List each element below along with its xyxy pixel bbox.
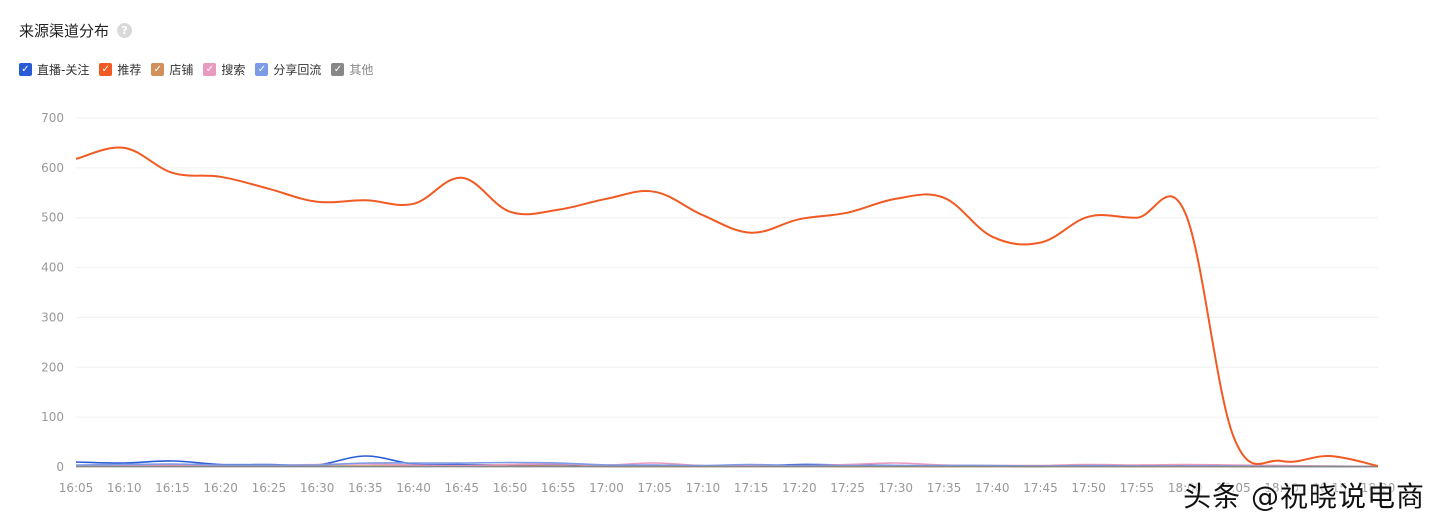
x-tick-label: 17:00 bbox=[589, 481, 624, 495]
checkbox-icon[interactable]: ✓ bbox=[203, 63, 217, 76]
x-tick-label: 17:15 bbox=[734, 481, 769, 495]
y-tick-label: 300 bbox=[41, 310, 64, 324]
x-tick-label: 17:45 bbox=[1023, 481, 1058, 495]
x-tick-label: 17:50 bbox=[1071, 481, 1106, 495]
x-tick-label: 16:30 bbox=[300, 481, 335, 495]
legend-item-other[interactable]: ✓ 其他 bbox=[331, 61, 373, 78]
x-tick-label: 17:55 bbox=[1120, 481, 1155, 495]
x-tick-label: 16:40 bbox=[396, 481, 431, 495]
legend-label: 店铺 bbox=[169, 63, 194, 77]
x-tick-label: 18:05 bbox=[1216, 481, 1251, 495]
legend-item-recommend[interactable]: ✓ 推荐 bbox=[99, 61, 141, 78]
x-tick-label: 16:45 bbox=[444, 481, 479, 495]
x-tick-label: 18:10 bbox=[1264, 481, 1299, 495]
y-tick-label: 700 bbox=[41, 111, 64, 125]
chart-header: 来源渠道分布 ? bbox=[19, 18, 133, 42]
x-tick-label: 17:35 bbox=[927, 481, 962, 495]
x-tick-label: 16:50 bbox=[493, 481, 528, 495]
y-tick-label: 500 bbox=[41, 211, 64, 225]
x-tick-label: 17:05 bbox=[637, 481, 672, 495]
y-tick-label: 100 bbox=[41, 410, 64, 424]
x-tick-label: 16:10 bbox=[107, 481, 142, 495]
checkbox-icon[interactable]: ✓ bbox=[151, 63, 165, 76]
legend-item-search[interactable]: ✓ 搜索 bbox=[203, 61, 245, 78]
x-tick-label: 16:55 bbox=[541, 481, 576, 495]
x-tick-label: 17:10 bbox=[686, 481, 721, 495]
x-tick-label: 16:25 bbox=[252, 481, 287, 495]
x-tick-label: 18:00 bbox=[1168, 481, 1203, 495]
legend-item-live-follow[interactable]: ✓ 直播-关注 bbox=[19, 61, 89, 78]
x-tick-label: 16:05 bbox=[59, 481, 94, 495]
chart-title: 来源渠道分布 bbox=[19, 21, 110, 40]
legend-label: 分享回流 bbox=[273, 63, 322, 77]
x-tick-label: 18:15 bbox=[1312, 481, 1347, 495]
x-tick-label: 17:20 bbox=[782, 481, 817, 495]
checkbox-icon[interactable]: ✓ bbox=[255, 63, 269, 76]
legend-label: 推荐 bbox=[117, 63, 142, 77]
question-circle-icon[interactable]: ? bbox=[117, 22, 133, 38]
watermark-text: 头条 @祝晓说电商 bbox=[1183, 480, 1425, 513]
x-tick-label: 16:20 bbox=[203, 481, 238, 495]
y-tick-label: 200 bbox=[41, 360, 64, 374]
checkbox-icon[interactable]: ✓ bbox=[19, 63, 32, 76]
legend-label: 其他 bbox=[349, 63, 374, 77]
x-tick-label: 16:15 bbox=[155, 481, 190, 495]
x-tick-label: 18:20 bbox=[1361, 481, 1396, 495]
checkbox-icon[interactable]: ✓ bbox=[99, 63, 113, 76]
y-tick-label: 600 bbox=[41, 161, 64, 175]
legend-item-store[interactable]: ✓ 店铺 bbox=[151, 61, 193, 78]
x-tick-label: 17:30 bbox=[878, 481, 913, 495]
y-tick-label: 400 bbox=[41, 261, 64, 275]
y-tick-label: 0 bbox=[56, 460, 64, 474]
x-tick-label: 17:25 bbox=[830, 481, 865, 495]
series-line-1 bbox=[75, 146, 1379, 467]
legend-label: 直播-关注 bbox=[37, 63, 90, 77]
x-tick-label: 16:35 bbox=[348, 481, 383, 495]
chart-legend: ✓ 直播-关注 ✓ 推荐 ✓ 店铺 ✓ 搜索 ✓ 分享回流 ✓ 其他 bbox=[19, 61, 383, 78]
legend-item-share-return[interactable]: ✓ 分享回流 bbox=[255, 61, 321, 78]
checkbox-icon[interactable]: ✓ bbox=[331, 63, 345, 76]
legend-label: 搜索 bbox=[221, 63, 246, 77]
x-tick-label: 17:40 bbox=[975, 481, 1010, 495]
